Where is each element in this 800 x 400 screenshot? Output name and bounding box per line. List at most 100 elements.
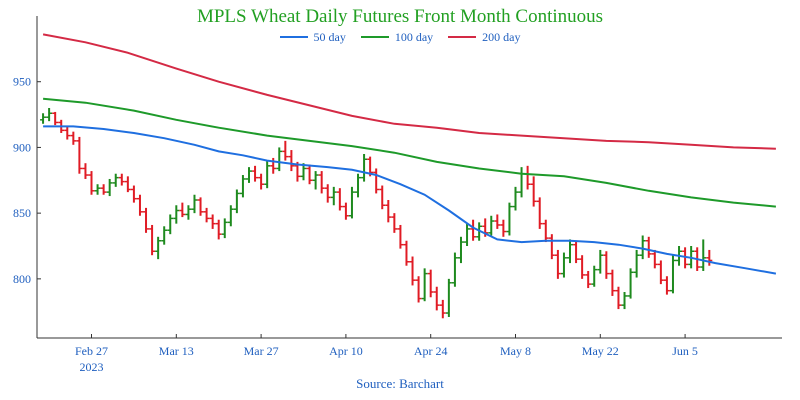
ohlc-bar bbox=[488, 215, 495, 236]
ohlc-bar bbox=[433, 286, 440, 311]
ohlc-bar bbox=[355, 173, 362, 198]
ohlc-bar bbox=[663, 276, 670, 295]
ohlc-bar bbox=[276, 147, 283, 172]
ohlc-bar bbox=[403, 240, 410, 266]
x-tick-label: Mar 27 bbox=[244, 344, 279, 358]
ohlc-bar bbox=[621, 292, 628, 310]
ohlc-bar bbox=[197, 197, 204, 216]
ohlc-bar bbox=[542, 219, 549, 243]
ohlc-bar bbox=[330, 186, 337, 206]
ohlc-bar bbox=[52, 111, 59, 126]
ohlc-bar bbox=[470, 219, 477, 241]
ohlc-bar bbox=[554, 249, 561, 279]
legend-swatch-50-day bbox=[279, 36, 308, 39]
ohlc-bar bbox=[46, 108, 53, 122]
x-tick-label: Feb 27 bbox=[75, 344, 108, 358]
ohlc-bar bbox=[245, 167, 252, 183]
ohlc-bar bbox=[524, 165, 531, 190]
ohlc-bar bbox=[179, 202, 186, 218]
ohlc-bar bbox=[415, 276, 422, 303]
ohlc-bar bbox=[421, 268, 428, 302]
ohlc-bar bbox=[536, 197, 543, 229]
legend: 50 day 100 day 200 day bbox=[0, 30, 800, 45]
ohlc-bar bbox=[373, 168, 380, 194]
x-tick-year-label: 2023 bbox=[80, 360, 104, 374]
moving-average-lines bbox=[42, 33, 777, 275]
legend-item-50-day: 50 day bbox=[279, 30, 346, 45]
ohlc-bar bbox=[457, 236, 464, 264]
ohlc-bar bbox=[155, 236, 162, 260]
y-tick-label: 900 bbox=[13, 140, 31, 154]
ohlc-bar bbox=[579, 255, 586, 279]
ohlc-bar bbox=[427, 269, 434, 298]
ohlc-bar bbox=[264, 160, 271, 189]
ohlc-bar bbox=[706, 249, 713, 266]
ohlc-bar bbox=[167, 214, 174, 235]
ohlc-bar bbox=[633, 249, 640, 278]
ohlc-bar bbox=[342, 202, 349, 220]
ohlc-bar bbox=[149, 224, 156, 256]
source-note: Source: Barchart bbox=[356, 376, 444, 391]
ohlc-bar bbox=[40, 113, 47, 124]
ohlc-bar bbox=[100, 184, 107, 195]
ohlc-bar bbox=[82, 163, 89, 179]
ohlc-bar bbox=[385, 200, 392, 223]
ohlc-bar bbox=[118, 173, 125, 186]
legend-swatch-100-day bbox=[360, 36, 389, 39]
ohlc-bar bbox=[173, 205, 180, 224]
ohlc-bar bbox=[258, 173, 265, 190]
ohlc-bar bbox=[397, 224, 404, 249]
ohlc-bar bbox=[700, 239, 707, 271]
ohlc-bar bbox=[191, 194, 198, 214]
ohlc-bar bbox=[106, 178, 113, 197]
ohlc-bar bbox=[548, 234, 555, 260]
legend-label-100-day: 100 day bbox=[394, 30, 434, 44]
legend-item-100-day: 100 day bbox=[360, 30, 434, 45]
legend-item-200-day: 200 day bbox=[448, 30, 520, 45]
ohlc-bar bbox=[506, 202, 513, 236]
ohlc-bar bbox=[161, 226, 168, 245]
ohlc-bar bbox=[451, 252, 458, 287]
ohlc-bar bbox=[312, 171, 319, 190]
y-tick-label: 800 bbox=[13, 272, 31, 286]
ohlc-bar bbox=[639, 235, 646, 260]
ohlc-bar bbox=[445, 278, 452, 317]
tick-labels: 800 850 900 950 Feb 27 2023 Mar 13 Mar 27 Apr 10… bbox=[13, 75, 698, 374]
ohlc-bar bbox=[585, 270, 592, 289]
ohlc-bar bbox=[645, 236, 652, 258]
y-tick-label: 850 bbox=[13, 206, 31, 220]
ohlc-bar bbox=[530, 176, 537, 207]
ohlc-bar bbox=[143, 207, 150, 233]
ohlc-bar bbox=[567, 239, 574, 264]
ohlc-bar bbox=[603, 251, 610, 279]
ohlc-bar bbox=[512, 186, 519, 211]
ohlc-bar bbox=[252, 165, 259, 182]
ohlc-bar bbox=[306, 164, 313, 185]
legend-swatch-200-day bbox=[448, 36, 477, 39]
ohlc-series bbox=[40, 108, 713, 319]
series-line-50-day bbox=[43, 125, 777, 275]
ohlc-bar bbox=[361, 154, 368, 182]
ohlc-bar bbox=[573, 240, 580, 264]
axes bbox=[36, 16, 782, 339]
ohlc-bar bbox=[464, 223, 471, 246]
ohlc-bar bbox=[500, 219, 507, 237]
chart-title: MPLS Wheat Daily Futures Front Month Con… bbox=[196, 6, 604, 27]
x-tick-label: May 22 bbox=[582, 344, 619, 358]
ohlc-bar bbox=[130, 185, 137, 203]
ohlc-bar bbox=[439, 299, 446, 319]
ohlc-bar bbox=[379, 185, 386, 210]
x-tick-label: May 8 bbox=[500, 344, 531, 358]
ohlc-bar bbox=[615, 286, 622, 310]
ohlc-bar bbox=[203, 207, 210, 223]
ohlc-bar bbox=[124, 176, 131, 193]
ohlc-bar bbox=[494, 214, 501, 229]
ohlc-bar bbox=[318, 171, 325, 194]
ohlc-bar bbox=[609, 269, 616, 296]
ohlc-bar bbox=[591, 265, 598, 287]
legend-label-50-day: 50 day bbox=[313, 30, 346, 44]
ohlc-bar bbox=[324, 184, 331, 203]
x-tick-label: Apr 10 bbox=[329, 344, 363, 358]
series-line-200-day bbox=[42, 33, 776, 150]
